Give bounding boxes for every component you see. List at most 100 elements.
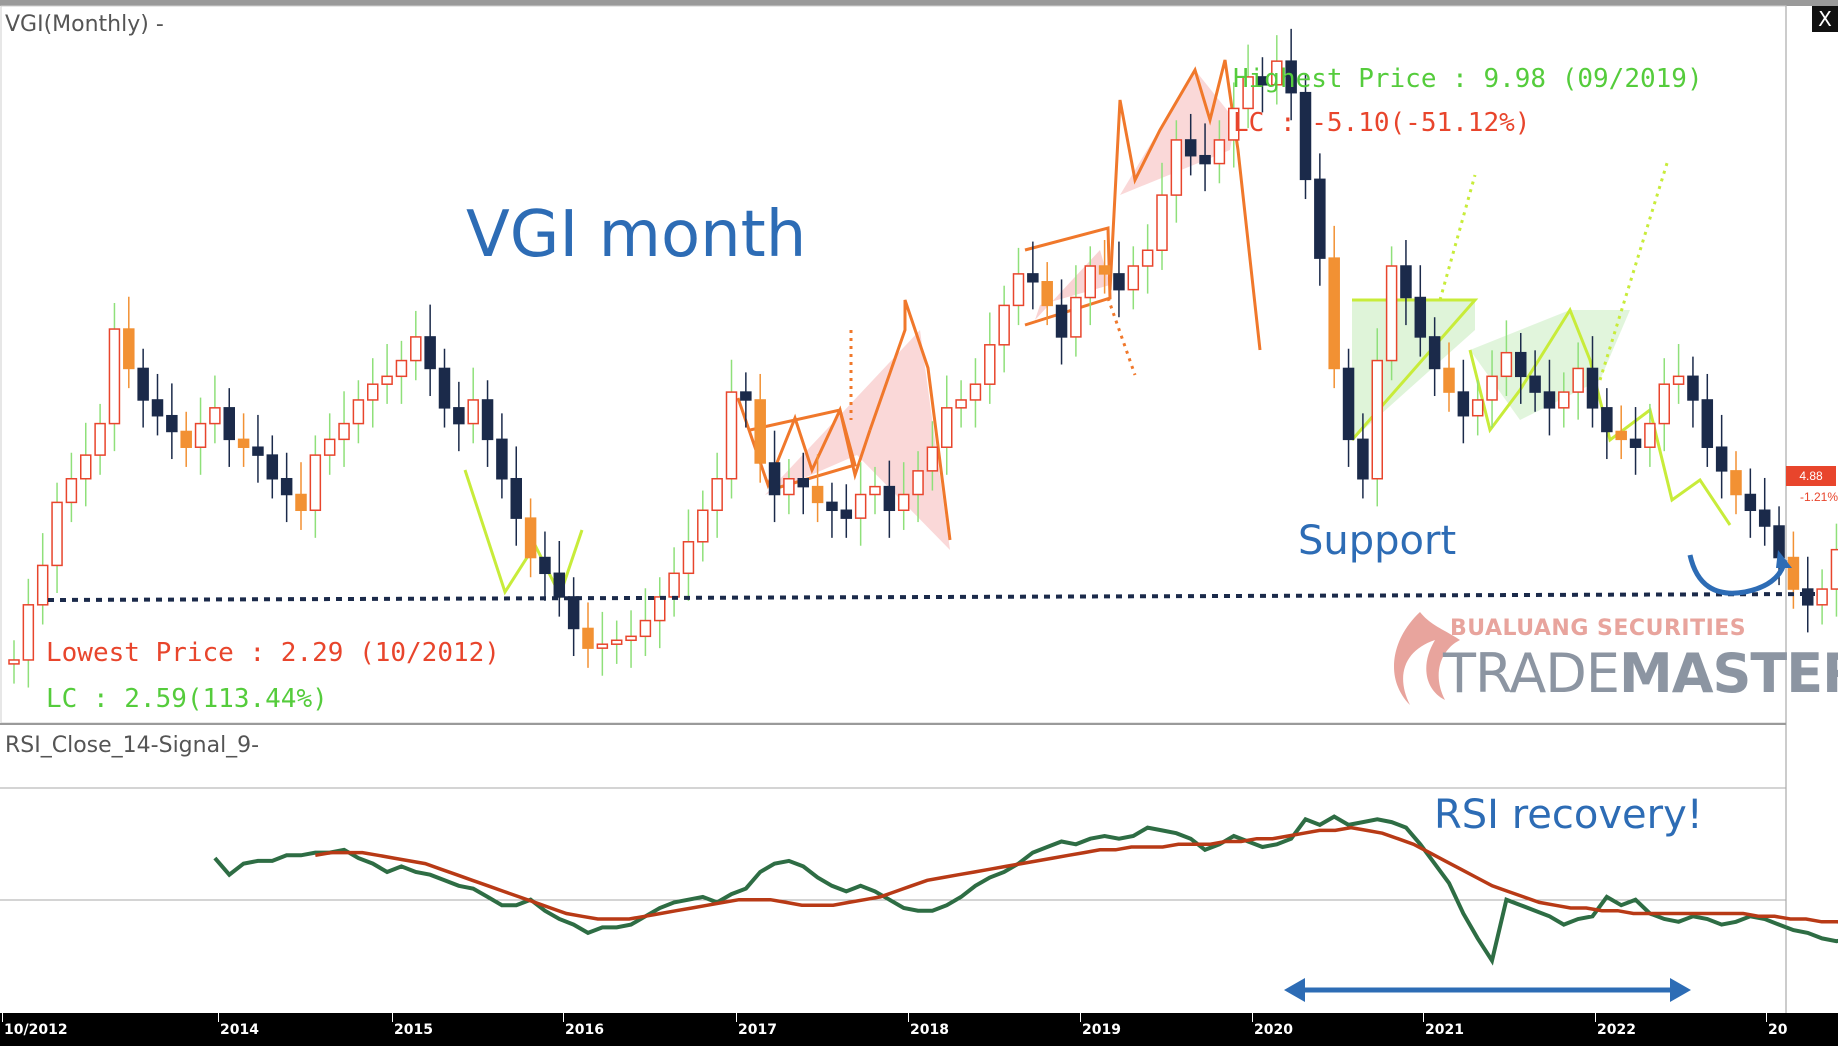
candle [80, 454, 92, 480]
time-axis-tick-mark [736, 1013, 737, 1022]
pattern-fill-2019 [1120, 70, 1235, 195]
highest-lc-annotation: LC : -5.10(-51.12%) [1233, 108, 1531, 138]
candle [625, 635, 637, 642]
time-axis-tick-mark [1595, 1013, 1596, 1022]
candle [740, 391, 752, 401]
candle [1098, 265, 1111, 275]
price-panel-title: VGI(Monthly) - [5, 12, 164, 37]
candle [1758, 509, 1771, 527]
candle [1199, 154, 1211, 165]
candle [1342, 367, 1355, 441]
candle [639, 619, 652, 638]
candle [424, 336, 436, 370]
time-axis-tick-mark [1080, 1013, 1081, 1022]
candle [1687, 375, 1699, 401]
candle [481, 399, 494, 441]
candle [840, 509, 853, 519]
candle [1055, 304, 1068, 338]
time-axis-tick-mark [1252, 1013, 1253, 1022]
time-axis-tick-mark [218, 1013, 219, 1022]
candle [1357, 438, 1369, 480]
candle [596, 643, 609, 649]
rsi-recovery-annotation: RSI recovery! [1434, 792, 1703, 838]
candle [1457, 391, 1470, 417]
candle [524, 517, 537, 559]
logo-product-bold: MASTER [1618, 642, 1838, 705]
lowest-lc-annotation: LC : 2.59(113.44%) [46, 684, 328, 714]
candle [367, 383, 379, 401]
candle [1543, 391, 1556, 409]
time-axis-tick-mark [1423, 1013, 1424, 1022]
candle [1629, 438, 1642, 448]
lowest-price-annotation: Lowest Price : 2.29 (10/2012) [46, 638, 500, 668]
candle [180, 430, 192, 448]
candle [1787, 556, 1800, 590]
close-button[interactable]: X [1812, 6, 1838, 32]
logo-product-light: TRADE [1443, 642, 1620, 705]
candle [1443, 367, 1455, 393]
candle [1500, 351, 1513, 378]
candle [453, 407, 465, 425]
candle [467, 399, 479, 425]
rsi-panel-title: RSI_Close_14-Signal_9- [5, 733, 260, 758]
candle [754, 399, 766, 464]
candle [553, 572, 566, 598]
candle [108, 328, 121, 425]
candle [1127, 265, 1140, 291]
candle [223, 407, 235, 441]
candle [854, 493, 867, 519]
candle [510, 477, 522, 519]
time-axis[interactable] [0, 1013, 1838, 1046]
candle [209, 407, 221, 425]
orange-wedge-2017 [749, 408, 857, 492]
candle [1471, 399, 1484, 417]
candle [697, 509, 709, 543]
candle [1586, 367, 1599, 409]
candle [338, 422, 350, 441]
logo-emblem-icon [1393, 612, 1460, 705]
candle [1715, 446, 1728, 472]
candle [1141, 249, 1154, 267]
candle [496, 438, 508, 480]
orange-pattern-2017 [736, 397, 872, 490]
candle [8, 659, 20, 665]
candle [51, 501, 63, 567]
candle [151, 399, 164, 417]
candle [323, 438, 336, 456]
candle [395, 359, 408, 378]
time-axis-label: 2020 [1254, 1022, 1293, 1038]
candle [582, 627, 594, 649]
highest-price-annotation: Highest Price : 9.98 (09/2019) [1233, 64, 1703, 94]
candle [295, 493, 307, 512]
candle [1744, 493, 1757, 512]
candle [567, 596, 580, 630]
candle [1730, 470, 1742, 496]
candle [955, 399, 967, 409]
candle [1184, 139, 1197, 157]
logo-product-name: TRADEMASTER [1443, 642, 1838, 705]
candle [1299, 91, 1312, 181]
candle [309, 454, 322, 512]
candle [1701, 399, 1714, 448]
candle [410, 336, 422, 362]
candle [1385, 265, 1398, 362]
lime-pattern-2021 [1468, 306, 1732, 526]
candle [1371, 359, 1383, 480]
candle-series [8, 28, 1838, 688]
candle [237, 438, 250, 448]
time-axis-label: 2022 [1597, 1022, 1636, 1038]
time-axis-label: 2015 [394, 1022, 433, 1038]
candle [438, 367, 451, 409]
rsi-line [213, 814, 1838, 966]
candle [1285, 60, 1297, 94]
candle [1328, 257, 1340, 370]
candle [654, 596, 666, 622]
candle [1515, 351, 1527, 378]
candle [1256, 76, 1269, 86]
candle [36, 564, 49, 606]
time-axis-tick-mark [1766, 1013, 1767, 1022]
logo-company-name: BUALUANG SECURITIES [1450, 616, 1747, 641]
candle [137, 367, 149, 401]
